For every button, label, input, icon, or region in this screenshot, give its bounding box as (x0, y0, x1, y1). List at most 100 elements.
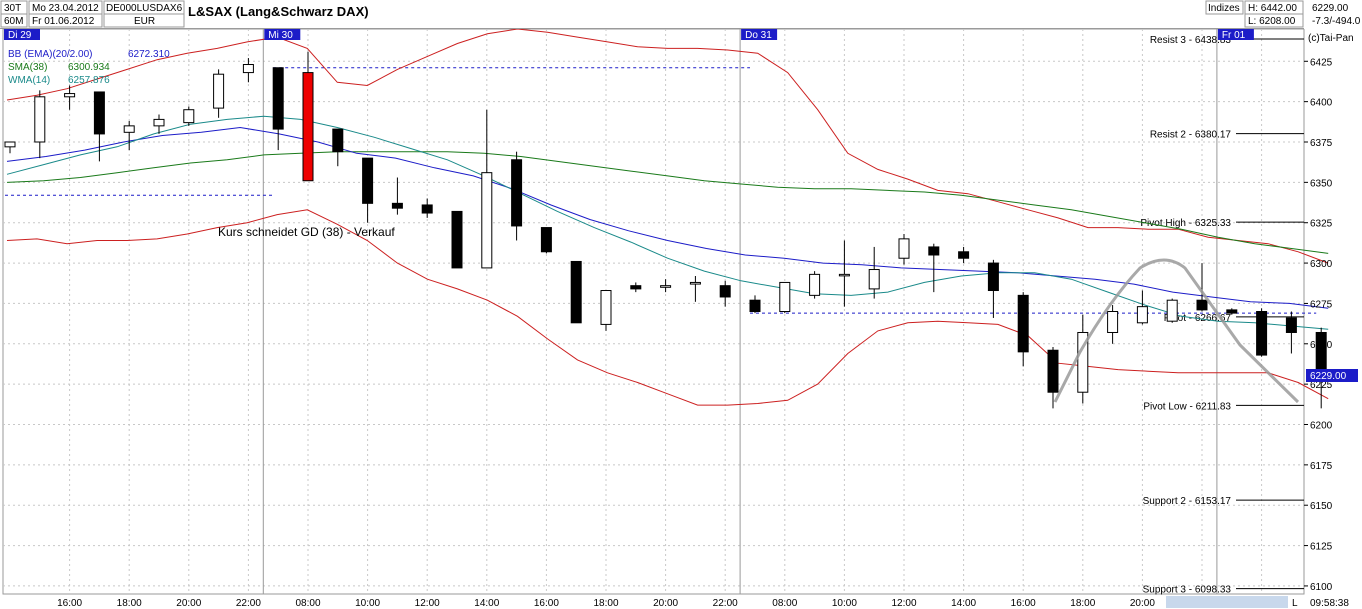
y-tick-label: 6325 (1310, 219, 1333, 230)
currency: EUR (134, 16, 155, 27)
candle-body (928, 246, 940, 256)
candle-body (1226, 309, 1238, 314)
x-tick-label: 18:00 (593, 598, 618, 609)
candle-body (868, 269, 880, 290)
candles[interactable] (4, 51, 1327, 409)
day-labels: Di 29 Mi 30 Do 31 Fr 01 (4, 29, 1254, 41)
x-tick-label: 20:00 (653, 598, 678, 609)
x-tick-label: 18:00 (117, 598, 142, 609)
scroll-position[interactable] (1166, 596, 1288, 608)
x-tick-label: 16:00 (534, 598, 559, 609)
chart-title: L&SAX (Lang&Schwarz DAX) (188, 4, 369, 19)
y-tick-label: 6200 (1310, 421, 1333, 432)
isin-code: DE000LUSDAX6 (106, 3, 183, 14)
day-label-bg (741, 29, 778, 40)
x-tick-label: 16:00 (1011, 598, 1036, 609)
candle-body (1256, 311, 1268, 356)
x-tick-label: 14:00 (474, 598, 499, 609)
indicator-line (6, 126, 1329, 309)
candle-body (481, 172, 493, 269)
legend-sma-value: 6300.934 (68, 62, 110, 73)
last-value: 6229.00 (1312, 3, 1349, 14)
last-price-tag-bg (1306, 369, 1358, 382)
candle-body (1166, 299, 1178, 322)
candle-body (93, 91, 105, 135)
candle-body (1017, 294, 1029, 353)
y-tick-label: 6275 (1310, 299, 1333, 310)
candle-body (689, 281, 701, 285)
day-label-bg (1217, 29, 1254, 40)
candle-body (272, 67, 284, 130)
candle-body (213, 73, 225, 109)
interval-secondary[interactable]: 60M (4, 16, 23, 27)
x-tick-label: 14:00 (951, 598, 976, 609)
low-value: L: 6208.00 (1248, 16, 1296, 27)
candle-body (511, 159, 523, 227)
candle-body (34, 96, 46, 143)
x-tick-label: 22:00 (236, 598, 261, 609)
y-tick-label: 6250 (1310, 340, 1333, 351)
candle-body (1136, 306, 1148, 324)
y-tick-label: 6225 (1310, 380, 1333, 391)
pivot-label: Resist 2 - 6380.17 (1150, 130, 1232, 141)
last-price-tag: 6229.00 (1310, 371, 1347, 382)
category-label: Indizes (1208, 3, 1240, 14)
candle-body (809, 273, 821, 296)
candle-body (451, 210, 463, 269)
candle-body (64, 93, 76, 98)
y-tick-label: 6175 (1310, 461, 1333, 472)
day-label: Do 31 (745, 30, 772, 41)
footer-marker[interactable]: L (1292, 598, 1298, 609)
candle-body (838, 273, 850, 277)
copyright-label: (c)Tai-Pan (1308, 33, 1354, 44)
y-tick-label: 6400 (1310, 98, 1333, 109)
y-tick-label: 6150 (1310, 501, 1333, 512)
candle-body (630, 285, 642, 290)
candle-body (600, 290, 612, 325)
candle-body (719, 285, 731, 298)
indicator-lines (6, 28, 1329, 406)
x-tick-label: 10:00 (832, 598, 857, 609)
grid (3, 29, 1304, 594)
candle-body (987, 262, 999, 292)
x-tick-label: 20:00 (1130, 598, 1155, 609)
date-to[interactable]: Fr 01.06.2012 (32, 16, 95, 27)
x-tick-label: 22:00 (713, 598, 738, 609)
indicator-legend: BB (EMA)(20/2.00) 6272.310 SMA(38) 6300.… (8, 49, 170, 86)
x-tick-label: 12:00 (415, 598, 440, 609)
interval-primary[interactable]: 30T (4, 3, 21, 14)
plot-area[interactable] (2, 28, 1305, 595)
header-bar (0, 0, 1362, 29)
y-tick-label: 6350 (1310, 178, 1333, 189)
pivot-label: Resist 3 - 6438.83 (1150, 35, 1232, 46)
pivot-label: Pivot Low - 6211.83 (1143, 401, 1231, 412)
high-value: H: 6442.00 (1248, 3, 1297, 14)
pivot-label: Support 3 - 6098.33 (1143, 585, 1232, 596)
candle-body (1196, 299, 1208, 311)
candle-body (898, 238, 910, 259)
candle-body (362, 157, 374, 204)
day-label: Fr 01 (1222, 30, 1246, 41)
candle-body (242, 64, 254, 74)
candle-body (1107, 311, 1119, 333)
day-label: Mi 30 (268, 30, 293, 41)
candle-body (302, 72, 314, 182)
day-label-bg (264, 29, 301, 40)
legend-wma-value: 6257.876 (68, 75, 110, 86)
pivot-label: Support 2 - 6153.17 (1143, 496, 1232, 507)
indicator-line (6, 209, 1329, 406)
candle-body (958, 251, 970, 259)
y-tick-label: 6100 (1310, 582, 1333, 593)
x-axis: 16:00 18:00 20:00 22:00 08:00 10:00 12:00 14:00… (57, 598, 1274, 609)
x-tick-label: 20:00 (176, 598, 201, 609)
candle-body (4, 141, 16, 148)
candle-body (183, 109, 195, 124)
legend-wma-label: WMA(14) (8, 75, 50, 86)
y-tick-label: 6125 (1310, 542, 1333, 553)
date-from[interactable]: Mo 23.04.2012 (32, 3, 99, 14)
support-dashed-lines (5, 67, 1317, 314)
y-tick-label: 6300 (1310, 259, 1333, 270)
y-axis: 6100 6125 6150 6175 6200 6225 6250 6275 6300 6325… (1304, 57, 1333, 593)
candle-body (421, 204, 433, 214)
